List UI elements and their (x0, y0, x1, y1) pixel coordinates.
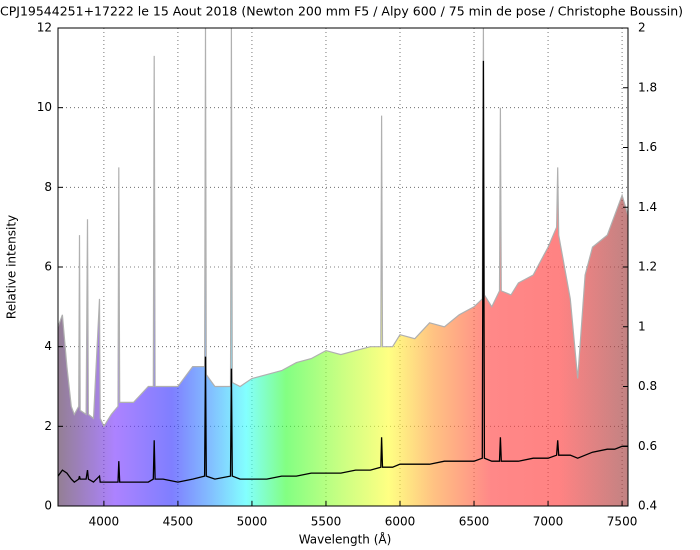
x-tick-label: 5500 (311, 515, 342, 529)
spectrum-line (58, 28, 628, 428)
spectrum-area (58, 28, 628, 506)
y-tick-label: 6 (44, 260, 52, 274)
y-tick-label: 10 (37, 100, 52, 114)
y-axis-label: Relative intensity (5, 215, 19, 319)
y2-tick-label: 0.6 (638, 439, 657, 453)
y2-tick-label: 1.8 (638, 80, 657, 94)
chart-title: CPJ19544251+17222 le 15 Aout 2018 (Newto… (0, 4, 683, 19)
x-tick-label: 7500 (607, 515, 638, 529)
x-tick-label: 5000 (237, 515, 268, 529)
y2-tick-label: 1.6 (638, 140, 657, 154)
spectrum-line (58, 60, 628, 483)
y-tick-label: 2 (44, 419, 52, 433)
x-tick-label: 6500 (459, 515, 490, 529)
y-tick-label: 8 (44, 180, 52, 194)
y2-tick-label: 2 (638, 21, 646, 35)
x-axis-label: Wavelength (Å) (299, 532, 392, 547)
x-tick-label: 6000 (385, 515, 416, 529)
plot-area (58, 28, 628, 506)
y2-tick-label: 1.2 (638, 260, 657, 274)
x-tick-label: 7000 (533, 515, 564, 529)
y2-tick-label: 1 (638, 319, 646, 333)
x-tick-label: 4000 (89, 515, 120, 529)
y2-tick-label: 0.4 (638, 499, 657, 513)
y-tick-label: 0 (44, 499, 52, 513)
y2-tick-label: 0.8 (638, 379, 657, 393)
y-tick-label: 4 (44, 339, 52, 353)
y-tick-label: 12 (37, 21, 52, 35)
x-tick-label: 4500 (163, 515, 194, 529)
y2-tick-label: 1.4 (638, 200, 657, 214)
